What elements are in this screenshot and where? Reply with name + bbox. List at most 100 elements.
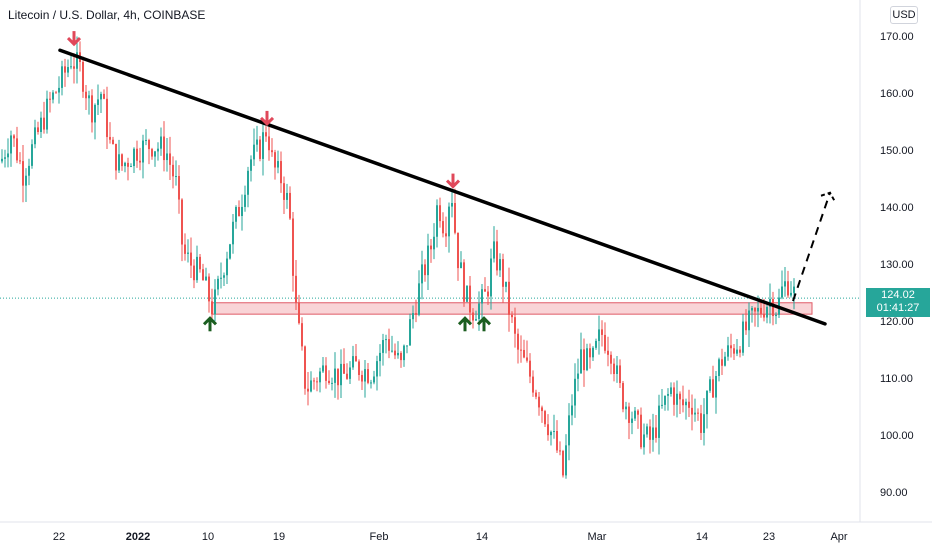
candle-body bbox=[370, 382, 372, 384]
bar-countdown: 01:41:27 bbox=[876, 302, 920, 314]
candle-body bbox=[733, 348, 735, 354]
candle-body bbox=[511, 314, 513, 318]
x-tick-label: Feb bbox=[370, 531, 389, 543]
candle-body bbox=[400, 352, 402, 361]
candle-body bbox=[685, 401, 687, 406]
candle-body bbox=[235, 206, 237, 222]
candle-body bbox=[550, 431, 552, 436]
candle-body bbox=[259, 139, 261, 159]
candle-body bbox=[790, 292, 792, 296]
candle-body bbox=[46, 98, 48, 130]
candle-body bbox=[739, 349, 741, 353]
candle-body bbox=[496, 241, 498, 271]
candle-body bbox=[172, 164, 174, 177]
projection-arrowhead bbox=[820, 191, 836, 203]
candle-body bbox=[574, 378, 576, 406]
candle-body bbox=[481, 289, 483, 304]
candle-body bbox=[514, 317, 516, 334]
y-tick-label: 100.00 bbox=[880, 430, 914, 442]
candle-body bbox=[163, 136, 165, 161]
candle-body bbox=[367, 369, 369, 383]
candles-layer bbox=[1, 36, 795, 479]
candle-body bbox=[310, 380, 312, 392]
candle-body bbox=[331, 382, 333, 384]
currency-button[interactable]: USD bbox=[890, 6, 918, 24]
candle-body bbox=[154, 151, 156, 157]
candle-body bbox=[382, 340, 384, 353]
candle-body bbox=[340, 363, 342, 386]
y-axis: 170.00 160.00 150.00 140.00 130.00 120.00 110.… bbox=[880, 31, 914, 499]
down-arrow-head bbox=[445, 179, 461, 189]
candle-body bbox=[199, 256, 201, 270]
candle-body bbox=[253, 144, 255, 160]
candle-body bbox=[313, 380, 315, 382]
candle-body bbox=[652, 427, 654, 440]
candle-body bbox=[73, 66, 75, 69]
candle-body bbox=[106, 98, 108, 138]
candle-body bbox=[325, 365, 327, 381]
candle-body bbox=[322, 365, 324, 372]
candle-body bbox=[13, 135, 15, 139]
candle-body bbox=[607, 350, 609, 355]
up-arrow-head bbox=[476, 316, 492, 326]
candle-body bbox=[274, 152, 276, 168]
candle-body bbox=[130, 166, 132, 168]
candle-body bbox=[451, 203, 453, 207]
candle-body bbox=[577, 373, 579, 379]
candle-body bbox=[544, 411, 546, 425]
candle-body bbox=[307, 388, 309, 392]
candle-body bbox=[28, 165, 30, 176]
candle-body bbox=[730, 345, 732, 349]
candle-body bbox=[175, 176, 177, 178]
candle-body bbox=[286, 192, 288, 200]
up-arrow-head bbox=[202, 316, 218, 326]
candle-body bbox=[502, 259, 504, 287]
candle-body bbox=[580, 349, 582, 374]
candle-body bbox=[760, 307, 762, 314]
candle-body bbox=[265, 132, 267, 137]
up-arrow-head bbox=[457, 316, 473, 326]
candle-body bbox=[211, 301, 213, 315]
markers-layer bbox=[66, 31, 492, 332]
candle-body bbox=[277, 161, 279, 168]
candle-body bbox=[700, 413, 702, 433]
x-tick-label: 10 bbox=[202, 531, 214, 543]
candle-body bbox=[124, 162, 126, 167]
candle-body bbox=[178, 176, 180, 200]
candle-body bbox=[238, 206, 240, 217]
candle-body bbox=[103, 93, 105, 99]
candle-body bbox=[649, 426, 651, 440]
x-tick-label: 22 bbox=[53, 531, 65, 543]
candle-body bbox=[58, 87, 60, 93]
candle-body bbox=[637, 410, 639, 415]
candle-body bbox=[19, 160, 21, 162]
candle-body bbox=[319, 371, 321, 383]
candle-body bbox=[109, 137, 111, 140]
candle-body bbox=[364, 369, 366, 382]
candle-body bbox=[697, 412, 699, 414]
candle-body bbox=[448, 206, 450, 237]
candle-body bbox=[406, 345, 408, 347]
candle-body bbox=[55, 92, 57, 94]
candle-body bbox=[661, 404, 663, 406]
candle-body bbox=[256, 139, 258, 145]
candle-body bbox=[634, 410, 636, 419]
candle-body bbox=[397, 352, 399, 356]
x-tick-label: 14 bbox=[696, 531, 708, 543]
candle-body bbox=[709, 379, 711, 391]
candle-body bbox=[76, 52, 78, 69]
candle-body bbox=[469, 285, 471, 313]
candle-body bbox=[181, 199, 183, 245]
candle-body bbox=[121, 154, 123, 167]
candle-body bbox=[526, 357, 528, 361]
x-tick-label: 23 bbox=[763, 531, 775, 543]
candle-body bbox=[445, 233, 447, 237]
candle-body bbox=[142, 140, 144, 163]
chart-title: Litecoin / U.S. Dollar, 4h, COINBASE bbox=[8, 8, 206, 22]
candle-body bbox=[565, 445, 567, 476]
down-arrow-head bbox=[259, 116, 275, 127]
candle-body bbox=[304, 346, 306, 389]
candle-body bbox=[724, 356, 726, 366]
candle-body bbox=[148, 140, 150, 150]
